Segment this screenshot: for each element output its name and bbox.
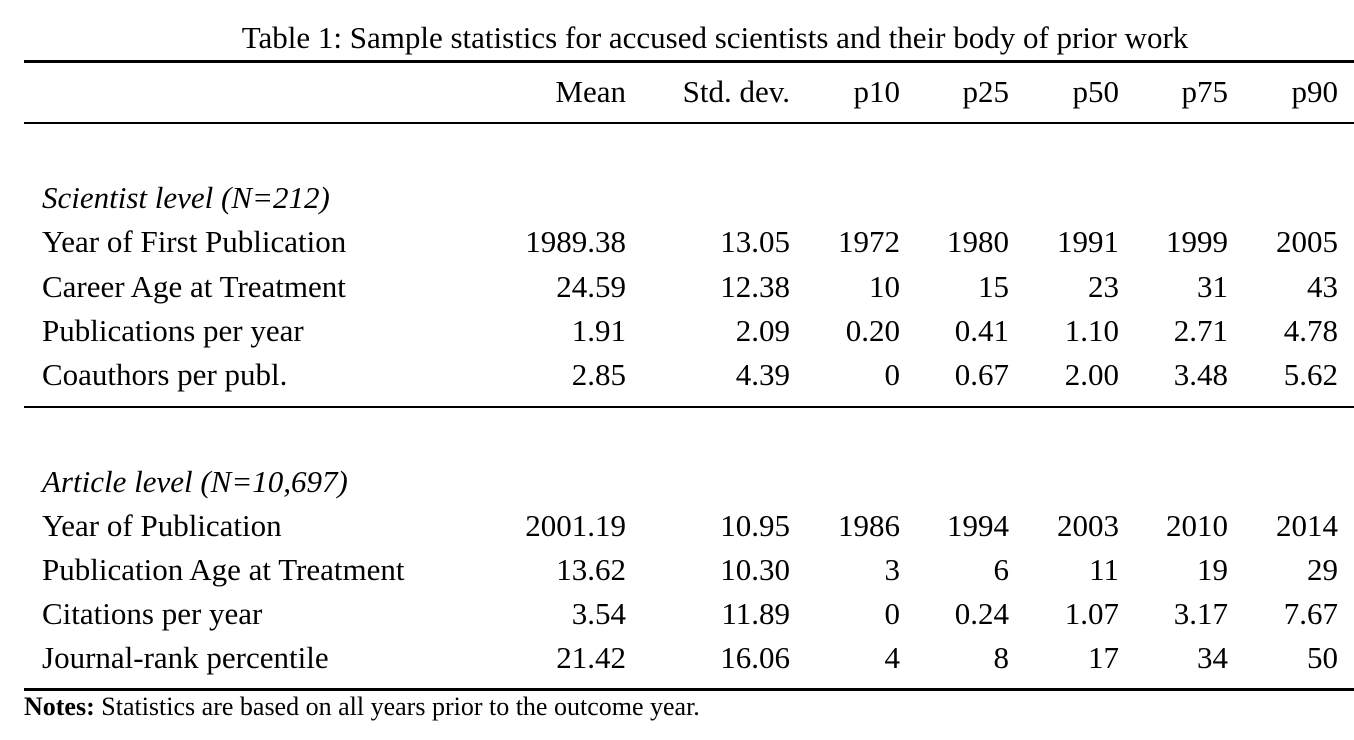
cell-p10: 0	[884, 596, 901, 631]
cell-p10: 10	[869, 269, 900, 304]
cell-p10: 0.20	[845, 313, 900, 348]
cell-mean: 21.42	[556, 640, 626, 675]
cell-mean: 13.62	[556, 552, 626, 587]
cell-p50: 1991	[1057, 224, 1119, 259]
table-row: Citations per year 3.54 11.89 0 0.24 1.0…	[0, 592, 1354, 636]
cell-p90: 4.78	[1283, 313, 1338, 348]
section-rule	[24, 406, 1354, 408]
cell-p25: 0.24	[954, 596, 1009, 631]
table-notes: Notes: Statistics are based on all years…	[24, 689, 700, 725]
row-label: Year of Publication	[42, 508, 282, 543]
column-header-std-dev: Std. dev.	[682, 74, 790, 109]
cell-std-dev: 16.06	[720, 640, 790, 675]
cell-p50: 2.00	[1064, 357, 1119, 392]
cell-p75: 2.71	[1173, 313, 1228, 348]
cell-p25: 0.67	[954, 357, 1009, 392]
cell-std-dev: 11.89	[721, 596, 790, 631]
column-header-p90: p90	[1291, 74, 1339, 109]
cell-std-dev: 10.95	[720, 508, 790, 543]
cell-p90: 7.67	[1283, 596, 1338, 631]
cell-std-dev: 4.39	[735, 357, 790, 392]
cell-p75: 19	[1197, 552, 1228, 587]
cell-p90: 2005	[1276, 224, 1338, 259]
row-label: Coauthors per publ.	[42, 357, 288, 392]
cell-std-dev: 10.30	[720, 552, 790, 587]
cell-p50: 23	[1088, 269, 1119, 304]
cell-p90: 2014	[1276, 508, 1338, 543]
cell-p50: 11	[1089, 552, 1119, 587]
notes-label: Notes:	[24, 692, 95, 721]
cell-p10: 1986	[838, 508, 900, 543]
cell-p50: 17	[1088, 640, 1119, 675]
table-row: Career Age at Treatment 24.59 12.38 10 1…	[0, 265, 1354, 309]
cell-mean: 2.85	[571, 357, 626, 392]
section-heading-row: Article level (N=10,697)	[0, 460, 1354, 504]
top-rule	[24, 60, 1354, 63]
cell-mean: 3.54	[571, 596, 626, 631]
cell-p75: 34	[1197, 640, 1228, 675]
column-header-p10: p10	[853, 74, 901, 109]
cell-p10: 0	[884, 357, 901, 392]
bottom-rule	[24, 688, 1354, 691]
cell-p75: 1999	[1166, 224, 1228, 259]
cell-p25: 6	[993, 552, 1010, 587]
table-caption: Table 1: Sample statistics for accused s…	[241, 20, 1189, 55]
row-label: Citations per year	[42, 596, 263, 631]
cell-p10: 3	[884, 552, 901, 587]
column-header-mean: Mean	[555, 74, 626, 109]
cell-p90: 5.62	[1283, 357, 1338, 392]
notes-text: Statistics are based on all years prior …	[94, 692, 700, 721]
table-row: Publication Age at Treatment 13.62 10.30…	[0, 548, 1354, 592]
row-label: Journal-rank percentile	[42, 640, 329, 675]
cell-std-dev: 13.05	[720, 224, 790, 259]
cell-p75: 31	[1197, 269, 1228, 304]
cell-p25: 1994	[947, 508, 1009, 543]
row-label: Publications per year	[42, 313, 304, 348]
column-header-p50: p50	[1072, 74, 1120, 109]
table-row: Journal-rank percentile 21.42 16.06 4 8 …	[0, 636, 1354, 680]
table-row: Coauthors per publ. 2.85 4.39 0 0.67 2.0…	[0, 353, 1354, 397]
cell-std-dev: 2.09	[735, 313, 790, 348]
cell-p50: 1.07	[1064, 596, 1119, 631]
section-title-scientist: Scientist level (N=212)	[42, 180, 330, 215]
cell-p75: 3.17	[1173, 596, 1228, 631]
cell-p10: 1972	[838, 224, 900, 259]
cell-p75: 3.48	[1173, 357, 1228, 392]
table-row: Year of First Publication 1989.38 13.05 …	[0, 220, 1354, 264]
table-row: Publications per year 1.91 2.09 0.20 0.4…	[0, 309, 1354, 353]
table-row: Year of Publication 2001.19 10.95 1986 1…	[0, 504, 1354, 548]
row-label: Career Age at Treatment	[42, 269, 346, 304]
cell-p25: 1980	[947, 224, 1009, 259]
cell-mean: 1989.38	[525, 224, 626, 259]
header-rule	[24, 122, 1354, 124]
section-heading-row: Scientist level (N=212)	[0, 176, 1354, 220]
section-title-article: Article level (N=10,697)	[42, 464, 348, 499]
cell-mean: 1.91	[571, 313, 626, 348]
cell-p90: 50	[1307, 640, 1338, 675]
cell-p90: 43	[1307, 269, 1338, 304]
cell-mean: 24.59	[556, 269, 626, 304]
table-header-row: Mean Std. dev. p10 p25 p50 p75 p90	[0, 70, 1354, 114]
row-label: Year of First Publication	[42, 224, 347, 259]
cell-p50: 1.10	[1064, 313, 1119, 348]
cell-p75: 2010	[1166, 508, 1228, 543]
cell-std-dev: 12.38	[720, 269, 790, 304]
cell-p90: 29	[1307, 552, 1338, 587]
cell-p25: 8	[993, 640, 1010, 675]
cell-p10: 4	[884, 640, 901, 675]
column-header-p75: p75	[1181, 74, 1229, 109]
cell-p50: 2003	[1057, 508, 1119, 543]
cell-mean: 2001.19	[525, 508, 626, 543]
cell-p25: 0.41	[954, 313, 1009, 348]
row-label: Publication Age at Treatment	[42, 552, 405, 587]
column-header-p25: p25	[962, 74, 1010, 109]
cell-p25: 15	[978, 269, 1009, 304]
